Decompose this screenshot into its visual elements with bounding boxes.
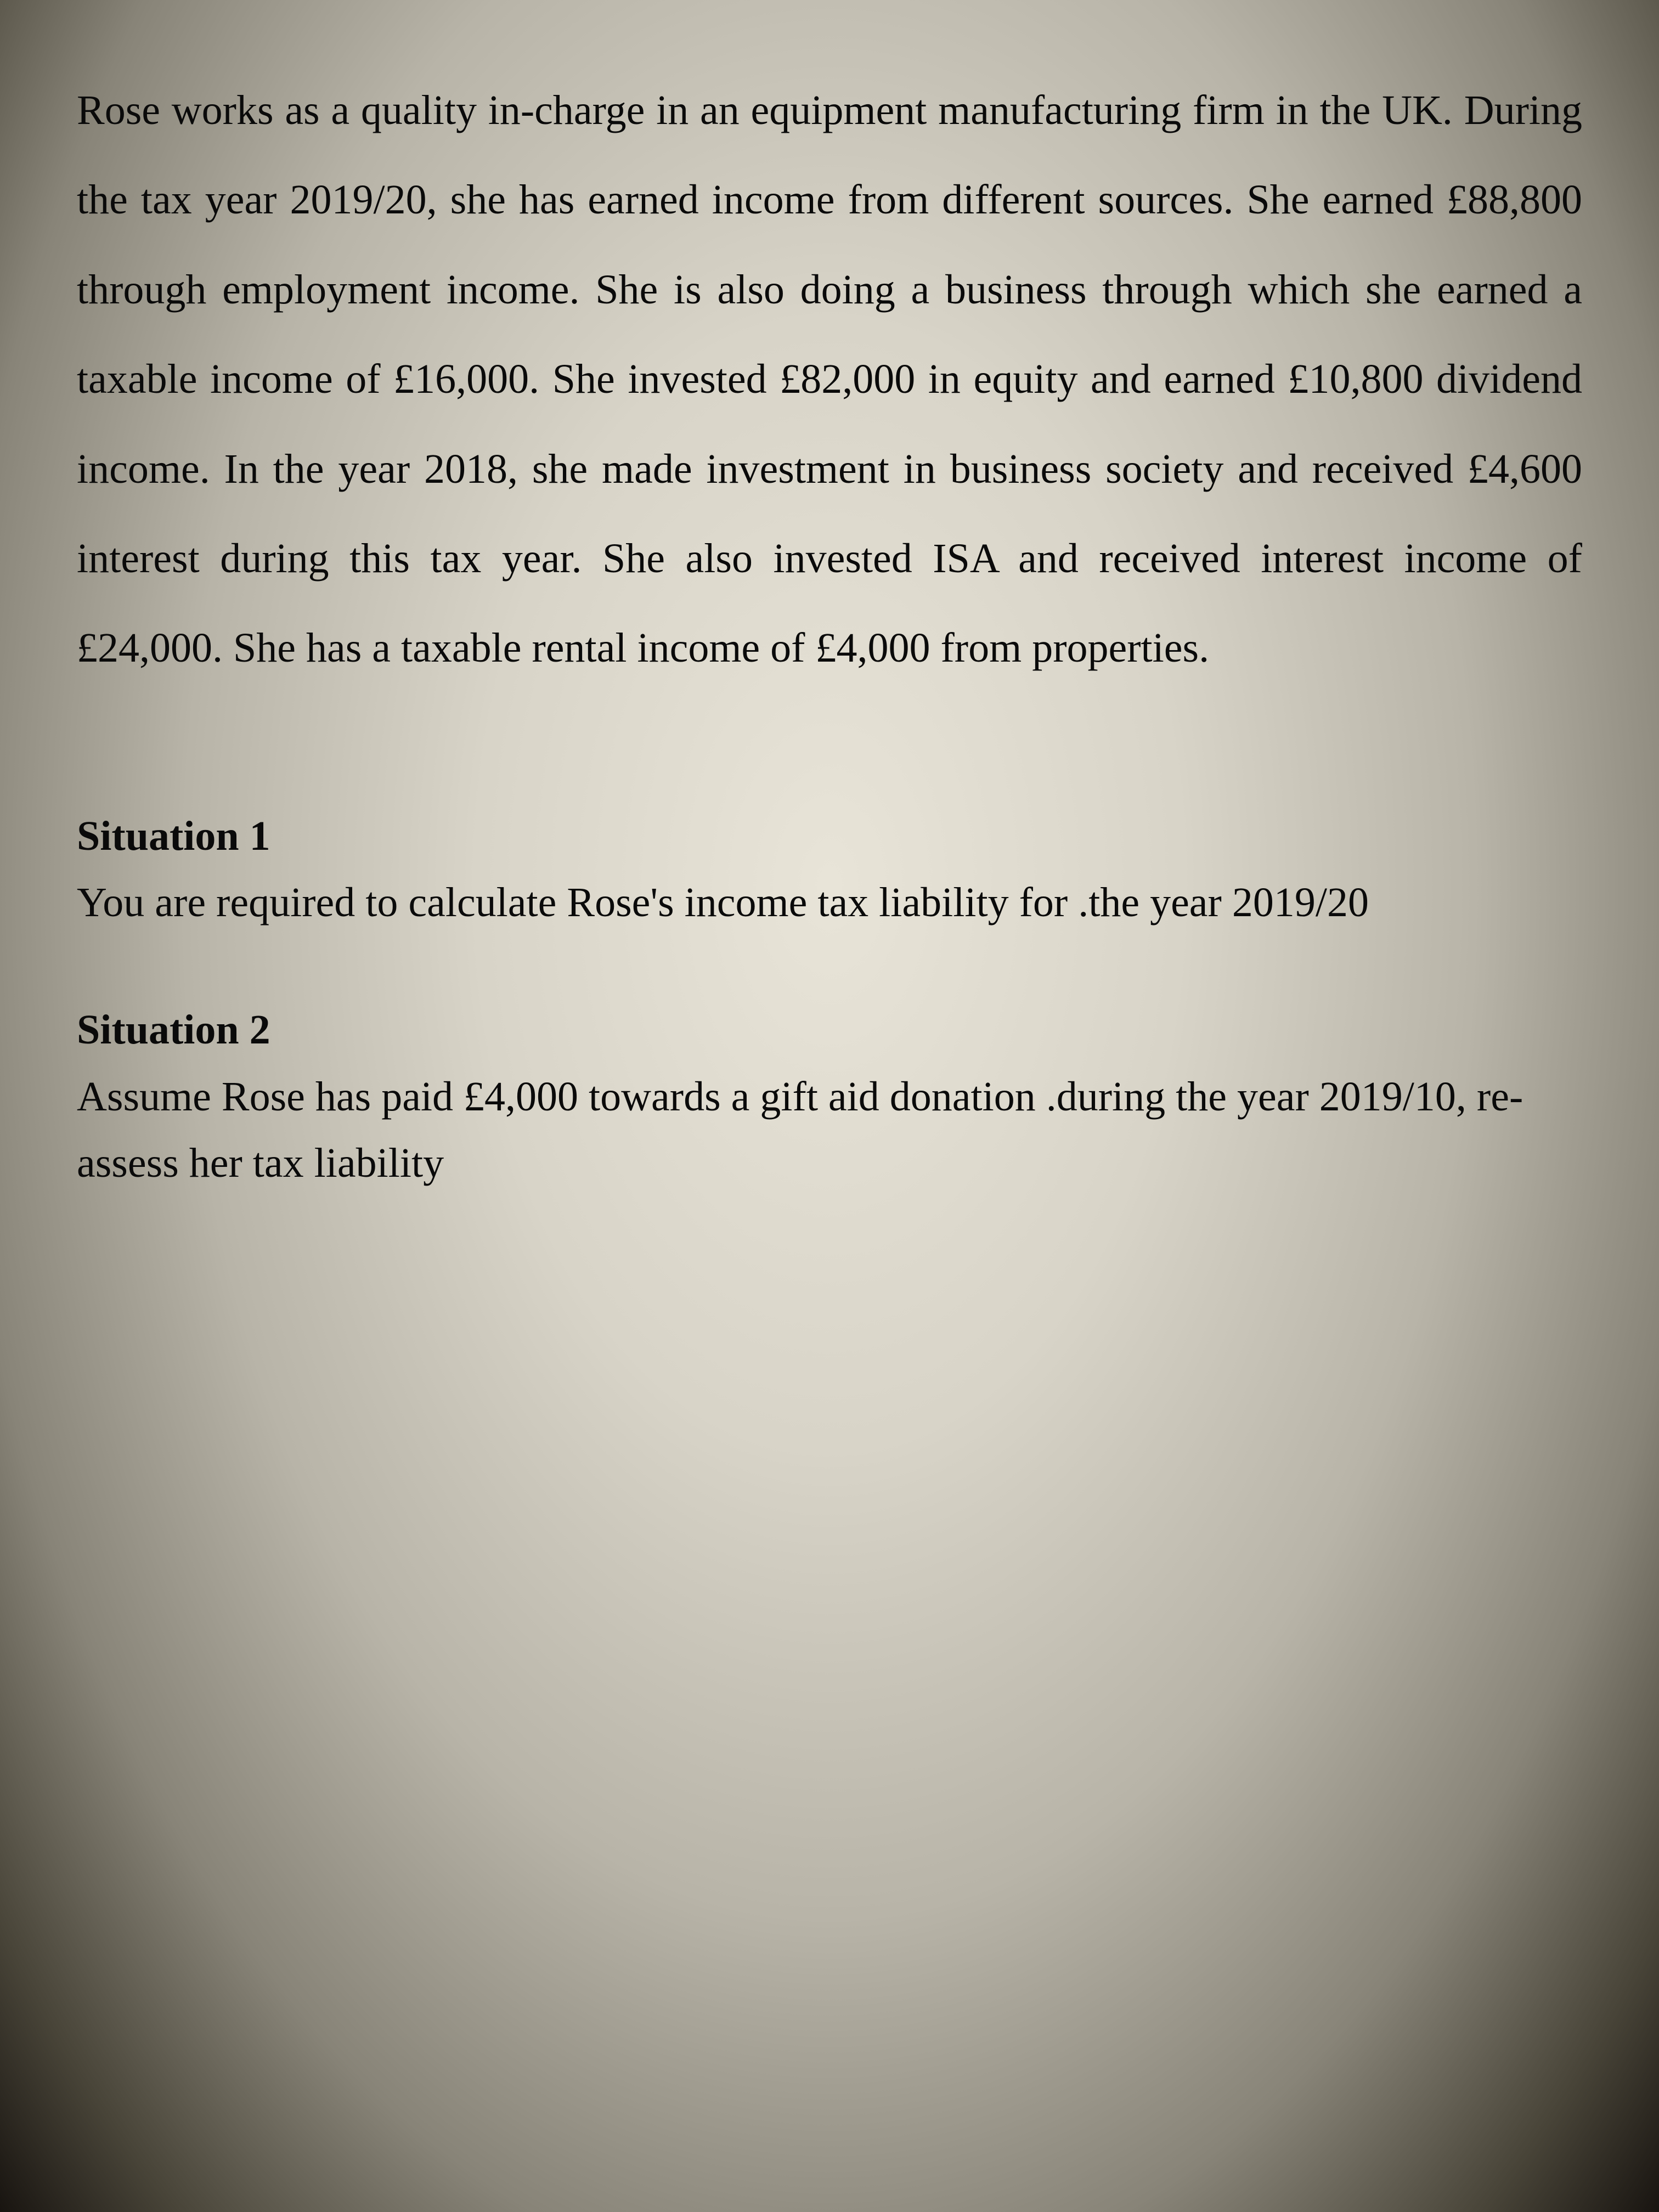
situation-2-heading: Situation 2 (77, 997, 1582, 1064)
situation-1-heading: Situation 1 (77, 803, 1582, 870)
main-paragraph: Rose works as a quality in-charge in an … (77, 66, 1582, 693)
situation-2-block: Situation 2 Assume Rose has paid £4,000 … (77, 997, 1582, 1197)
situation-1-block: Situation 1 You are required to calculat… (77, 803, 1582, 936)
situation-1-text: You are required to calculate Rose's inc… (77, 870, 1582, 936)
situation-2-text: Assume Rose has paid £4,000 towards a gi… (77, 1064, 1582, 1197)
document-page: Rose works as a quality in-charge in an … (77, 66, 1582, 1197)
